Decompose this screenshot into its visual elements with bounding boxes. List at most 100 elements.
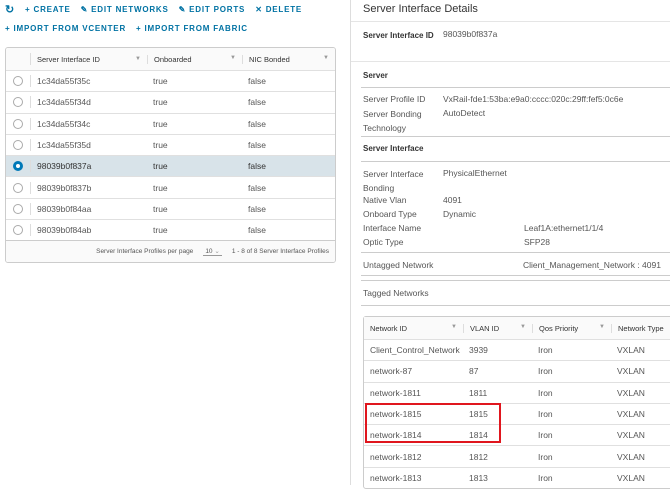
column-onboarded[interactable]: Onboarded ▼ bbox=[147, 54, 242, 64]
network-cell: VXLAN bbox=[617, 409, 645, 420]
network-row[interactable]: network-1813 1813 Iron VXLAN bbox=[364, 466, 670, 488]
cell-id: 1c34da55f35c bbox=[30, 75, 147, 88]
cell-onboarded: true bbox=[153, 97, 168, 108]
filter-icon[interactable]: ▼ bbox=[451, 323, 457, 330]
cell-id: 1c34da55f35d bbox=[30, 139, 147, 152]
toolbar: ↻ + CREATE ✎ EDIT NETWORKS ✎ EDIT PORTS ✕ DE… bbox=[5, 3, 302, 16]
cell-nic-bonded: false bbox=[248, 225, 266, 236]
delete-button[interactable]: ✕ DELETE bbox=[255, 5, 302, 14]
pagination-range: 1 - 8 of 8 Server Interface Profiles bbox=[231, 248, 329, 256]
column-nic-bonded[interactable]: NIC Bonded ▼ bbox=[242, 54, 335, 64]
bonding-tech-value: AutoDetect bbox=[443, 108, 486, 118]
network-cell: Iron bbox=[538, 451, 553, 462]
table-row[interactable]: 98039b0f84aa true false bbox=[6, 197, 335, 219]
column-label: Onboarded bbox=[154, 54, 192, 64]
edit-networks-button[interactable]: ✎ EDIT NETWORKS bbox=[81, 5, 169, 14]
profile-value: VxRail-fde1:53ba:e9a0:cccc:020c:29ff:fef… bbox=[443, 94, 624, 104]
network-cell: network-87 bbox=[370, 366, 413, 377]
toolbar-row-2: + IMPORT FROM VCENTER + IMPORT FROM FABRIC bbox=[5, 24, 248, 33]
network-cell: VXLAN bbox=[617, 451, 645, 462]
table-row[interactable]: 98039b0f837b true false bbox=[6, 176, 335, 197]
server-heading: Server bbox=[363, 71, 388, 80]
row-radio[interactable] bbox=[13, 182, 23, 193]
profile-label: Server Profile ID bbox=[363, 94, 426, 104]
network-row[interactable]: network-1814 1814 Iron VXLAN bbox=[364, 424, 670, 445]
network-row[interactable]: Client_Control_Network 3939 Iron VXLAN bbox=[364, 339, 670, 360]
filter-icon[interactable]: ▼ bbox=[599, 323, 605, 330]
network-row[interactable]: network-87 87 Iron VXLAN bbox=[364, 360, 670, 381]
edit-networks-label: EDIT NETWORKS bbox=[91, 5, 169, 14]
network-cell: 87 bbox=[469, 366, 479, 377]
row-radio[interactable] bbox=[13, 225, 23, 236]
create-button[interactable]: + CREATE bbox=[25, 5, 71, 14]
column-server-interface-id[interactable]: Server Interface ID ▼ bbox=[30, 53, 147, 65]
edit-ports-label: EDIT PORTS bbox=[189, 5, 246, 14]
column-label: Network Type bbox=[618, 323, 664, 333]
row-radio[interactable] bbox=[13, 118, 23, 129]
refresh-button[interactable]: ↻ bbox=[5, 3, 15, 16]
network-cell: Iron bbox=[538, 345, 553, 356]
network-cell: Iron bbox=[538, 366, 553, 377]
close-icon: ✕ bbox=[255, 5, 263, 14]
filter-icon[interactable]: ▼ bbox=[230, 54, 236, 61]
cell-id: 98039b0f84ab bbox=[30, 224, 147, 237]
untagged-network-label: Untagged Network bbox=[363, 260, 434, 270]
network-cell: network-1811 bbox=[370, 387, 421, 398]
filter-icon[interactable]: ▼ bbox=[135, 56, 141, 62]
row-radio[interactable] bbox=[13, 203, 23, 214]
import-fabric-label: IMPORT FROM FABRIC bbox=[144, 24, 248, 33]
column-network-id[interactable]: Network ID ▼ bbox=[364, 324, 463, 333]
pencil-icon: ✎ bbox=[178, 5, 187, 14]
network-cell: VXLAN bbox=[617, 430, 645, 441]
network-cell: Iron bbox=[538, 409, 553, 420]
onboard-type-label: Onboard Type bbox=[363, 209, 417, 219]
native-vlan-label: Native Vlan bbox=[363, 195, 407, 205]
table-row[interactable]: 1c34da55f34c true false bbox=[6, 112, 335, 134]
cell-onboarded: true bbox=[153, 118, 168, 129]
network-cell: 1812 bbox=[469, 451, 488, 462]
onboard-type-value: Dynamic bbox=[443, 209, 477, 219]
network-cell: network-1815 bbox=[370, 409, 422, 420]
column-label: Server Interface ID bbox=[37, 54, 100, 64]
column-label: VLAN ID bbox=[470, 323, 500, 333]
details-panel: Server Interface Details Server Interfac… bbox=[350, 0, 670, 485]
cell-nic-bonded: false bbox=[248, 182, 266, 193]
table-row[interactable]: 1c34da55f35d true false bbox=[6, 133, 335, 155]
column-label: Qos Priority bbox=[539, 323, 579, 333]
row-radio[interactable] bbox=[13, 76, 23, 87]
import-fabric-button[interactable]: + IMPORT FROM FABRIC bbox=[136, 24, 248, 33]
row-radio[interactable] bbox=[13, 97, 23, 108]
filter-icon[interactable]: ▼ bbox=[520, 323, 526, 330]
column-vlan-id[interactable]: VLAN ID ▼ bbox=[463, 323, 532, 333]
per-page-select[interactable]: 10 ⌄ bbox=[203, 247, 222, 257]
table-row[interactable]: 1c34da55f35c true false bbox=[6, 70, 335, 91]
edit-ports-button[interactable]: ✎ EDIT PORTS bbox=[179, 5, 246, 14]
row-radio[interactable] bbox=[13, 140, 23, 151]
network-row[interactable]: network-1812 1812 Iron VXLAN bbox=[364, 445, 670, 466]
network-cell: Iron bbox=[538, 387, 553, 398]
networks-header: Network ID ▼ VLAN ID ▼ Qos Priority ▼ Netwo… bbox=[364, 317, 670, 339]
row-radio[interactable] bbox=[13, 161, 23, 172]
network-cell: 1811 bbox=[469, 387, 488, 398]
cell-id: 1c34da55f34d bbox=[30, 96, 147, 109]
column-label: Network ID bbox=[370, 323, 408, 333]
network-row[interactable]: network-1811 1811 Iron VXLAN bbox=[364, 381, 670, 403]
interface-name-value: Leaf1A:ethernet1/1/4 bbox=[524, 223, 604, 233]
network-cell: Iron bbox=[538, 430, 553, 441]
table-row[interactable]: 98039b0f84ab true false bbox=[6, 219, 335, 240]
table-row[interactable]: 98039b0f837a true false bbox=[6, 155, 335, 177]
column-qos-priority[interactable]: Qos Priority ▼ bbox=[532, 323, 611, 333]
table-row[interactable]: 1c34da55f34d true false bbox=[6, 91, 335, 112]
column-network-type[interactable]: Network Type bbox=[611, 323, 670, 333]
sid-label: Server Interface ID bbox=[363, 31, 434, 40]
filter-icon[interactable]: ▼ bbox=[323, 54, 329, 61]
column-label: NIC Bonded bbox=[249, 54, 290, 64]
grid-footer: Server Interface Profiles per page 10 ⌄ … bbox=[6, 240, 335, 263]
cell-nic-bonded: false bbox=[248, 97, 266, 108]
network-row[interactable]: network-1815 1815 Iron VXLAN bbox=[364, 402, 670, 424]
network-cell: 1814 bbox=[469, 430, 488, 441]
details-title: Server Interface Details bbox=[363, 3, 478, 15]
import-vcenter-button[interactable]: + IMPORT FROM VCENTER bbox=[5, 24, 126, 33]
network-cell: VXLAN bbox=[617, 345, 645, 356]
server-interface-grid: Server Interface ID ▼ Onboarded ▼ NIC Bond… bbox=[5, 47, 336, 264]
